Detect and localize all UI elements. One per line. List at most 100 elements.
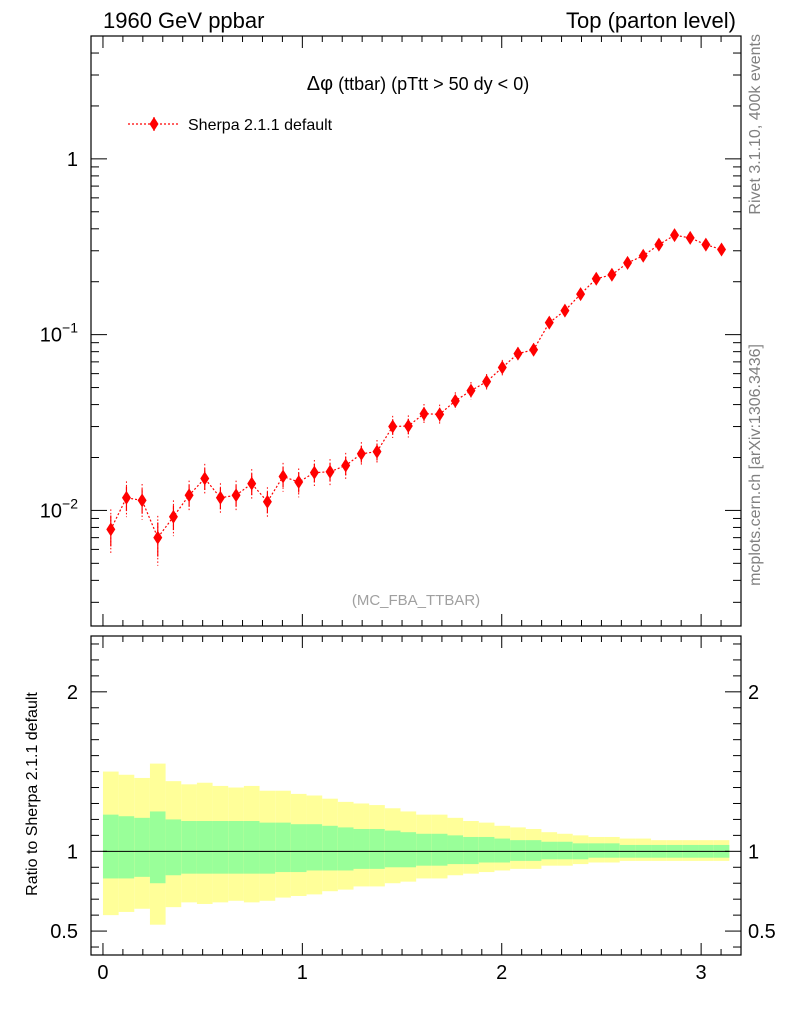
data-point bbox=[388, 419, 398, 434]
data-point bbox=[576, 287, 586, 302]
y-tick-label: 10−1 bbox=[40, 320, 78, 347]
plot-title-text: (ttbar) (pTtt > 50 dy < 0) bbox=[333, 74, 529, 94]
ratio-inner-band-bin bbox=[478, 836, 495, 863]
data-point bbox=[403, 419, 413, 434]
main-series bbox=[106, 228, 727, 566]
data-point bbox=[685, 230, 695, 245]
main-frame: 1 10−1 10−2 bbox=[40, 35, 742, 627]
ratio-inner-band-bin bbox=[416, 833, 432, 866]
plot-title: Δφ (ttbar) (pTtt > 50 dy < 0) bbox=[307, 73, 529, 95]
ratio-inner-band-bin bbox=[118, 816, 135, 879]
data-point bbox=[121, 490, 131, 505]
data-point bbox=[356, 446, 366, 461]
data-point bbox=[701, 237, 711, 252]
data-point bbox=[309, 465, 319, 480]
ratio-inner-band-bin bbox=[463, 836, 479, 865]
ratio-inner-band-bin bbox=[337, 827, 354, 871]
ratio-y-tick-label: 2 bbox=[67, 682, 78, 704]
ratio-bands bbox=[102, 763, 730, 925]
data-point bbox=[106, 522, 116, 537]
ratio-y-tick-label: 0.5 bbox=[50, 921, 78, 943]
ratio-inner-band-bin bbox=[447, 835, 464, 865]
ratio-ylabel: Ratio to Sherpa 2.1.1 default bbox=[24, 692, 41, 896]
data-point bbox=[560, 303, 570, 318]
ratio-inner-band-bin bbox=[212, 821, 229, 874]
ratio-inner-band-bin bbox=[384, 830, 401, 868]
x-tick-label: 2 bbox=[496, 962, 507, 984]
ratio-inner-band-bin bbox=[102, 814, 119, 879]
ratio-inner-band-bin bbox=[165, 819, 182, 876]
data-point bbox=[607, 267, 617, 282]
ratio-y-tick-label-right: 0.5 bbox=[748, 921, 776, 943]
data-point bbox=[450, 393, 460, 408]
ratio-inner-band-bin bbox=[243, 821, 260, 874]
ratio-inner-band-bin bbox=[510, 840, 526, 861]
main-plot-border bbox=[90, 35, 742, 627]
data-point bbox=[717, 242, 727, 257]
data-point bbox=[544, 315, 554, 330]
header-right-label: Top (parton level) bbox=[566, 8, 736, 33]
ratio-inner-band-bin bbox=[275, 822, 291, 873]
rivet-version-label: Rivet 3.1.10, 400k events bbox=[747, 34, 764, 215]
ratio-inner-band-bin bbox=[431, 833, 448, 866]
data-point bbox=[200, 471, 210, 486]
data-point bbox=[497, 360, 507, 375]
ratio-y-tick-label-right: 2 bbox=[748, 682, 759, 704]
x-tick-label: 1 bbox=[297, 962, 308, 984]
data-point bbox=[529, 342, 539, 357]
ratio-inner-band-bin bbox=[181, 821, 197, 874]
ratio-inner-band-bin bbox=[290, 824, 307, 873]
data-point bbox=[278, 469, 288, 484]
data-point bbox=[482, 374, 492, 389]
series-line bbox=[110, 234, 722, 539]
ratio-inner-band-bin bbox=[588, 843, 605, 858]
ratio-inner-band-bin bbox=[322, 825, 338, 871]
data-point bbox=[294, 475, 304, 490]
x-tick-label: 3 bbox=[696, 962, 707, 984]
data-point bbox=[654, 237, 664, 252]
ratio-plot-border bbox=[90, 635, 742, 956]
data-point bbox=[419, 406, 429, 421]
data-point bbox=[623, 255, 633, 270]
ratio-y-tick-label-right: 1 bbox=[748, 841, 759, 863]
ratio-inner-band-bin bbox=[541, 841, 558, 860]
data-point bbox=[153, 530, 163, 545]
ratio-inner-band-bin bbox=[525, 840, 542, 861]
ratio-inner-band-bin bbox=[557, 841, 573, 860]
data-point bbox=[137, 493, 147, 508]
header-left-label: 1960 GeV ppbar bbox=[103, 8, 264, 33]
ratio-inner-band-bin bbox=[604, 843, 620, 858]
ratio-y-tick-label: 1 bbox=[67, 841, 78, 863]
ratio-inner-band-bin bbox=[196, 821, 213, 874]
analysis-label: (MC_FBA_TTBAR) bbox=[352, 592, 480, 609]
y-tick-label: 10−2 bbox=[40, 495, 78, 522]
ratio-inner-band-bin bbox=[259, 822, 276, 874]
data-point bbox=[262, 494, 272, 509]
ratio-inner-band-bin bbox=[353, 828, 370, 869]
data-point bbox=[670, 228, 680, 243]
y-tick-label: 1 bbox=[67, 149, 78, 171]
ratio-frame: 0 1 2 3 0.5 0.5 1 1 2 2 bbox=[50, 635, 776, 984]
ratio-inner-band-bin bbox=[306, 824, 323, 871]
data-point bbox=[184, 488, 194, 503]
legend-label: Sherpa 2.1.1 default bbox=[188, 117, 333, 134]
data-point bbox=[591, 271, 601, 286]
data-point bbox=[372, 444, 382, 459]
legend: Sherpa 2.1.1 default bbox=[128, 117, 333, 134]
plot-title-symbol: Δφ bbox=[307, 73, 333, 95]
data-point bbox=[435, 407, 445, 422]
mcplots-reference-label: mcplots.cern.ch [arXiv:1306.3436] bbox=[747, 344, 764, 586]
ratio-inner-band-bin bbox=[228, 821, 244, 874]
ratio-inner-band-bin bbox=[369, 828, 385, 869]
data-point bbox=[168, 509, 178, 524]
ratio-inner-band-bin bbox=[400, 832, 417, 868]
data-point bbox=[325, 464, 335, 479]
data-point bbox=[231, 488, 241, 503]
ratio-inner-band-bin bbox=[134, 817, 150, 877]
data-point bbox=[247, 476, 257, 491]
data-point bbox=[215, 490, 225, 505]
data-point bbox=[513, 346, 523, 361]
data-point bbox=[341, 458, 351, 473]
ratio-inner-band-bin bbox=[149, 811, 166, 884]
